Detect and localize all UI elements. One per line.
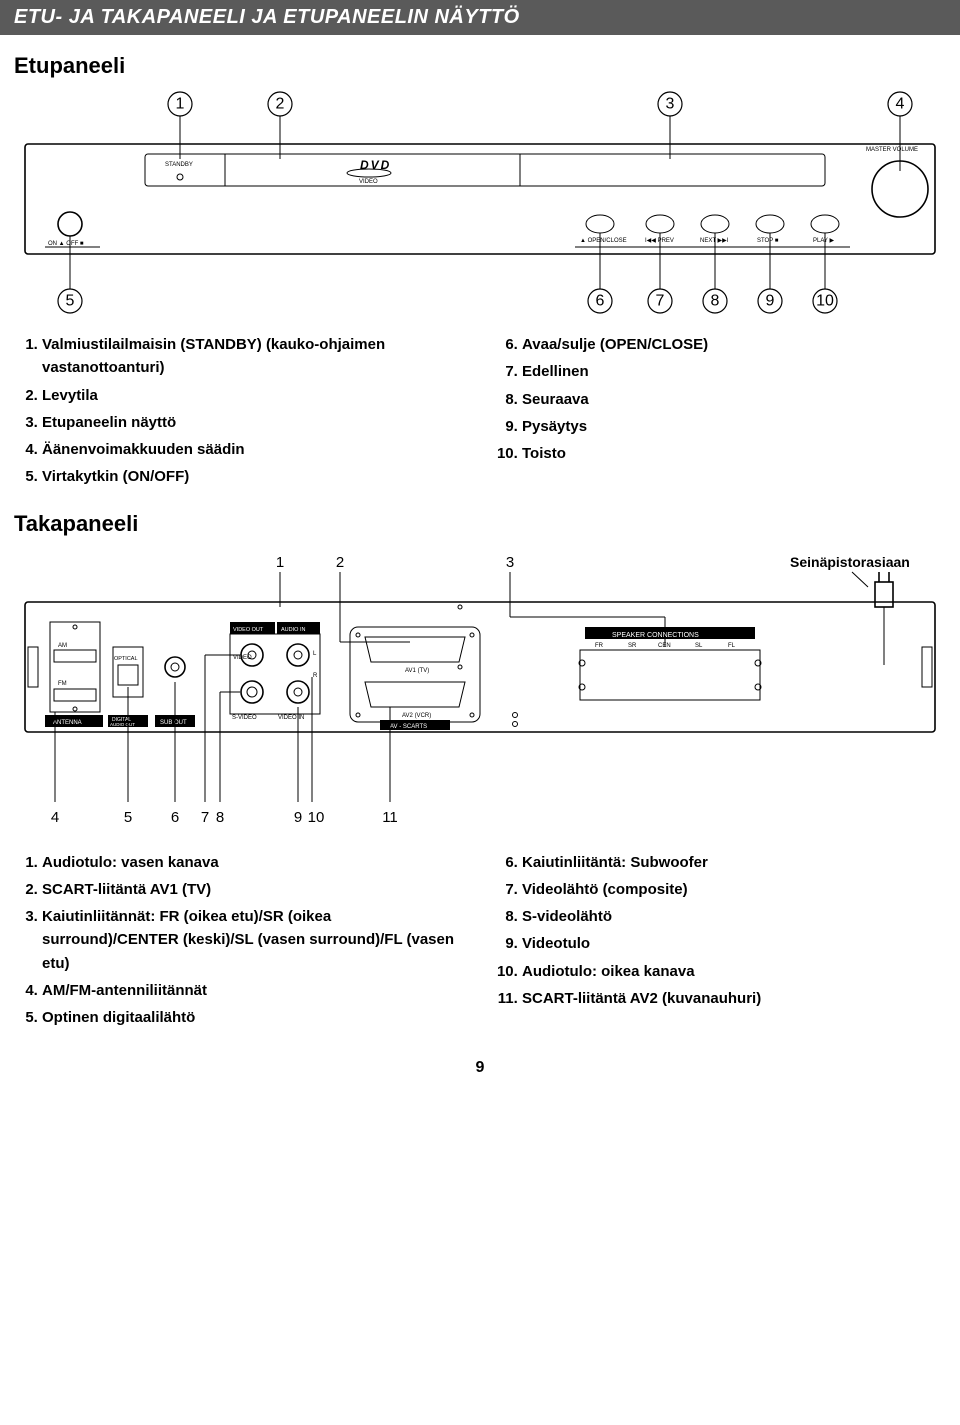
front-panel-title: Etupaneeli (14, 53, 960, 79)
rear-list-item: Audiotulo: vasen kanava (42, 851, 460, 874)
svg-text:AV2 (VCR): AV2 (VCR) (402, 713, 431, 719)
svg-text:SPEAKER CONNECTIONS: SPEAKER CONNECTIONS (612, 632, 699, 639)
rear-list-item: Kaiutinliitännät: FR (oikea etu)/SR (oik… (42, 905, 460, 975)
front-list-item: Edellinen (522, 360, 940, 383)
svg-text:4: 4 (51, 809, 59, 826)
svg-text:6: 6 (171, 809, 179, 826)
rear-list-item: SCART-liitäntä AV1 (TV) (42, 878, 460, 901)
svg-text:I◀◀ PREV: I◀◀ PREV (645, 238, 674, 244)
front-list-item: Virtakytkin (ON/OFF) (42, 465, 460, 488)
svg-text:VIDEO: VIDEO (233, 655, 252, 661)
page-header: ETU- JA TAKAPANEELI JA ETUPANEELIN NÄYTT… (0, 0, 960, 35)
rear-list-item: S-videolähtö (522, 905, 940, 928)
front-list-item: Valmiustilailmaisin (STANDBY) (kauko-ohj… (42, 333, 460, 380)
front-panel-diagram: 1 2 3 4 STANDBY DVD VIDEO MASTER VOLUME … (20, 89, 940, 319)
svg-text:10: 10 (308, 809, 325, 826)
svg-text:ON ▲ OFF ■: ON ▲ OFF ■ (48, 241, 84, 247)
rear-panel-lists: Audiotulo: vasen kanava SCART-liitäntä A… (20, 851, 940, 1034)
svg-text:STOP ■: STOP ■ (757, 238, 779, 244)
svg-text:3: 3 (666, 96, 675, 113)
svg-text:▲ OPEN/CLOSE: ▲ OPEN/CLOSE (580, 238, 627, 244)
svg-text:AM: AM (58, 643, 67, 649)
page-number: 9 (0, 1059, 960, 1097)
svg-text:SUB OUT: SUB OUT (160, 720, 187, 726)
svg-text:DVD: DVD (360, 158, 391, 172)
front-list-item: Levytila (42, 384, 460, 407)
rear-list-item: Videolähtö (composite) (522, 878, 940, 901)
front-list-item: Etupaneelin näyttö (42, 411, 460, 434)
svg-text:OPTICAL: OPTICAL (114, 656, 138, 662)
svg-text:VIDEO IN: VIDEO IN (278, 715, 304, 721)
svg-text:AV1 (TV): AV1 (TV) (405, 668, 429, 674)
svg-text:SL: SL (695, 643, 703, 649)
svg-text:VIDEO OUT: VIDEO OUT (233, 627, 264, 633)
svg-text:L: L (313, 651, 317, 657)
svg-text:FL: FL (728, 643, 736, 649)
rear-panel-diagram: 1 2 3 Seinäpistorasiaan AM FM ANTENNA OP… (20, 547, 940, 837)
rear-list-item: Audiotulo: oikea kanava (522, 960, 940, 983)
front-panel-lists: Valmiustilailmaisin (STANDBY) (kauko-ohj… (20, 333, 940, 493)
svg-text:FR: FR (595, 643, 604, 649)
svg-text:VIDEO: VIDEO (359, 179, 378, 185)
svg-text:3: 3 (506, 554, 514, 571)
svg-text:2: 2 (276, 96, 285, 113)
svg-text:2: 2 (336, 554, 344, 571)
svg-text:MASTER VOLUME: MASTER VOLUME (866, 147, 918, 153)
rear-list-item: AM/FM-antenniliitännät (42, 979, 460, 1002)
front-list-item: Pysäytys (522, 415, 940, 438)
svg-text:5: 5 (66, 293, 75, 310)
svg-text:8: 8 (216, 809, 224, 826)
svg-text:S-VIDEO: S-VIDEO (232, 715, 257, 721)
svg-text:Seinäpistorasiaan: Seinäpistorasiaan (790, 554, 910, 570)
svg-text:NEXT ▶▶I: NEXT ▶▶I (700, 238, 729, 244)
svg-text:5: 5 (124, 809, 132, 826)
svg-text:AUDIO IN: AUDIO IN (281, 627, 305, 633)
svg-text:SR: SR (628, 643, 637, 649)
rear-list-item: Optinen digitaalilähtö (42, 1006, 460, 1029)
svg-text:FM: FM (58, 681, 67, 687)
rear-panel-title: Takapaneeli (14, 511, 960, 537)
svg-text:10: 10 (816, 293, 834, 310)
front-list-item: Äänenvoimakkuuden säädin (42, 438, 460, 461)
svg-text:4: 4 (896, 96, 905, 113)
svg-text:6: 6 (596, 293, 605, 310)
svg-text:11: 11 (382, 809, 398, 826)
svg-text:R: R (313, 673, 318, 679)
svg-text:9: 9 (294, 809, 302, 826)
front-list-item: Toisto (522, 442, 940, 465)
svg-text:STANDBY: STANDBY (165, 162, 193, 168)
svg-text:7: 7 (201, 809, 209, 826)
rear-list-item: Kaiutinliitäntä: Subwoofer (522, 851, 940, 874)
rear-list-item: Videotulo (522, 932, 940, 955)
rear-list-item: SCART-liitäntä AV2 (kuvanauhuri) (522, 987, 940, 1010)
svg-text:8: 8 (711, 293, 720, 310)
svg-text:CEN: CEN (658, 643, 671, 649)
svg-text:9: 9 (766, 293, 775, 310)
svg-text:1: 1 (176, 96, 185, 113)
svg-text:1: 1 (276, 554, 284, 571)
svg-text:ANTENNA: ANTENNA (53, 720, 82, 726)
svg-text:AV - SCARTS: AV - SCARTS (390, 724, 427, 730)
svg-text:AUDIO OUT: AUDIO OUT (110, 722, 135, 727)
front-list-item: Avaa/sulje (OPEN/CLOSE) (522, 333, 940, 356)
front-list-item: Seuraava (522, 388, 940, 411)
svg-text:7: 7 (656, 293, 665, 310)
svg-text:PLAY ▶: PLAY ▶ (813, 238, 834, 244)
